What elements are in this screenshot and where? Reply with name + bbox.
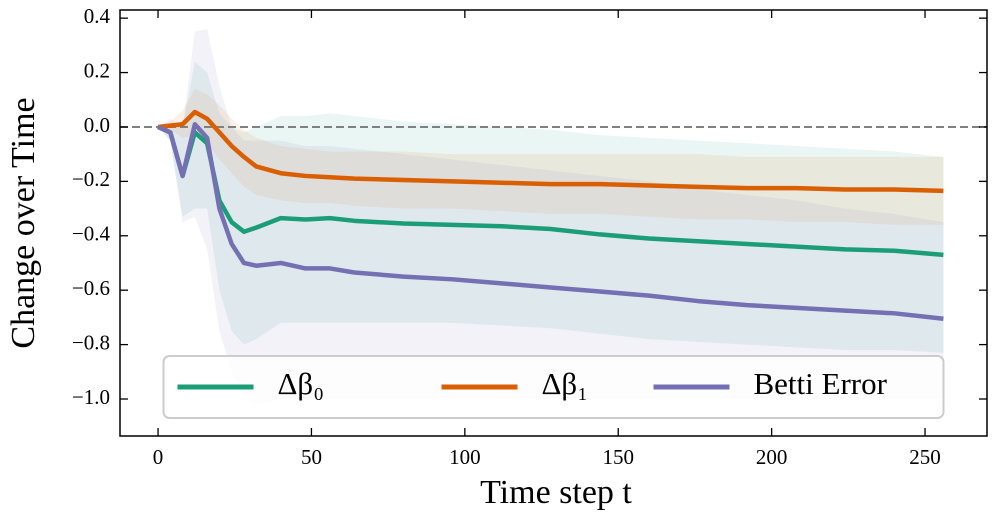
x-tick-label: 0 (153, 445, 164, 469)
series-line (157, 122, 944, 321)
legend-frame (162, 355, 945, 419)
series-line (157, 109, 944, 194)
y-tick-label: 0.2 (84, 58, 110, 82)
plot-frame (119, 9, 988, 437)
legend-label: Betti Error (754, 366, 888, 401)
x-tick-label: 100 (449, 445, 481, 469)
legend-label: Δβ₀ (278, 366, 325, 401)
plot-area (120, 29, 987, 405)
y-tick-label: −1.0 (72, 385, 110, 409)
x-tick-label: 250 (909, 445, 941, 469)
x-tick-label: 50 (301, 445, 322, 469)
y-tick-label: −0.4 (72, 222, 111, 246)
legend: Δβ₀ Δβ₁ Betti Error (162, 355, 945, 419)
x-axis-label: Time step t (480, 474, 632, 511)
y-tick-label: −0.6 (72, 276, 110, 300)
error-band (158, 61, 944, 353)
y-tick-label: 0.0 (84, 113, 110, 137)
error-band (158, 29, 944, 405)
x-tick-label: 150 (602, 445, 634, 469)
y-tick-label: 0.4 (84, 4, 111, 28)
y-tick-label: −0.2 (72, 167, 110, 191)
y-tick-label: −0.8 (72, 330, 110, 354)
error-band (158, 88, 944, 225)
legend-label: Δβ₁ (542, 366, 589, 401)
x-tick-label: 200 (756, 445, 788, 469)
y-axis-label: Change over Time (5, 97, 42, 348)
